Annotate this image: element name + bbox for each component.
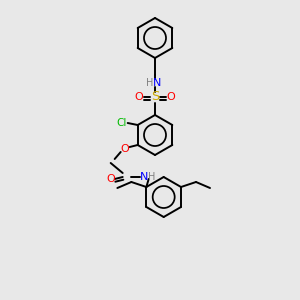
Text: O: O bbox=[120, 144, 129, 154]
Text: H: H bbox=[148, 172, 155, 182]
Text: H: H bbox=[146, 78, 154, 88]
Text: O: O bbox=[135, 92, 143, 102]
Text: N: N bbox=[153, 78, 161, 88]
Text: O: O bbox=[167, 92, 176, 102]
Text: N: N bbox=[140, 172, 148, 182]
Text: O: O bbox=[106, 174, 115, 184]
Text: S: S bbox=[151, 91, 159, 103]
Text: Cl: Cl bbox=[116, 118, 127, 128]
